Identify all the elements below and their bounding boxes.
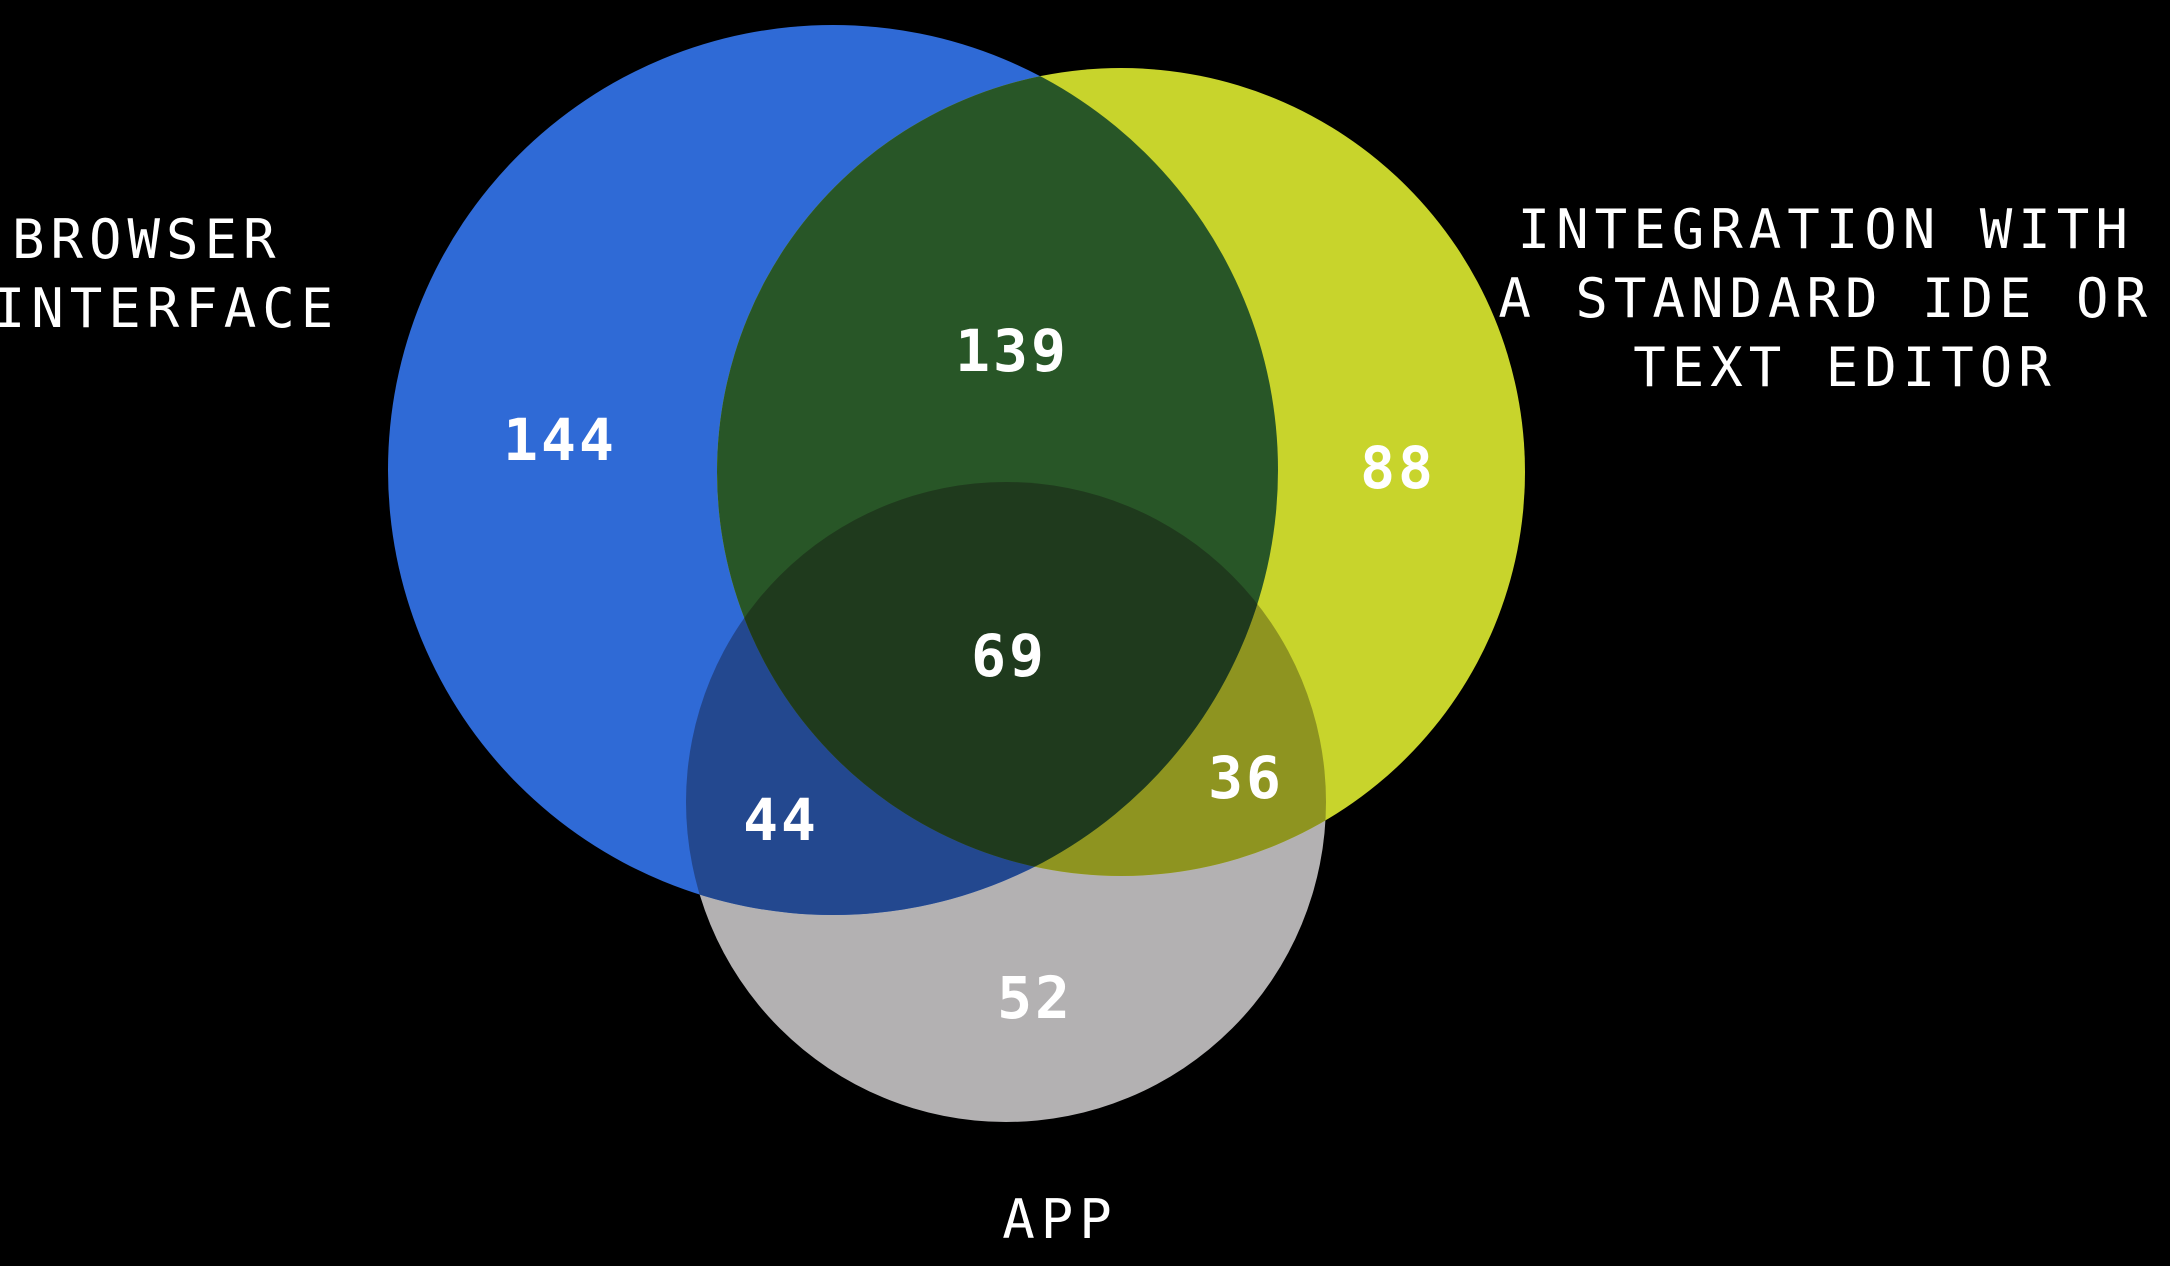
app-only-count: 52 (997, 964, 1073, 1032)
ide-app-count: 36 (1208, 744, 1284, 812)
ide-only-count: 88 (1360, 434, 1436, 502)
browser-only-count: 144 (503, 406, 617, 474)
all-three-count: 69 (971, 622, 1047, 690)
ide-integration-label: INTEGRATION WITH A STANDARD IDE OR TEXT … (1498, 198, 2170, 399)
browser-ide-count: 139 (955, 317, 1069, 385)
app-label: APP (1002, 1188, 1118, 1251)
all-three-overlap (717, 482, 1278, 876)
browser-app-count: 44 (743, 786, 819, 854)
browser-interface-label: BROWSER INTERFACE (0, 208, 339, 340)
